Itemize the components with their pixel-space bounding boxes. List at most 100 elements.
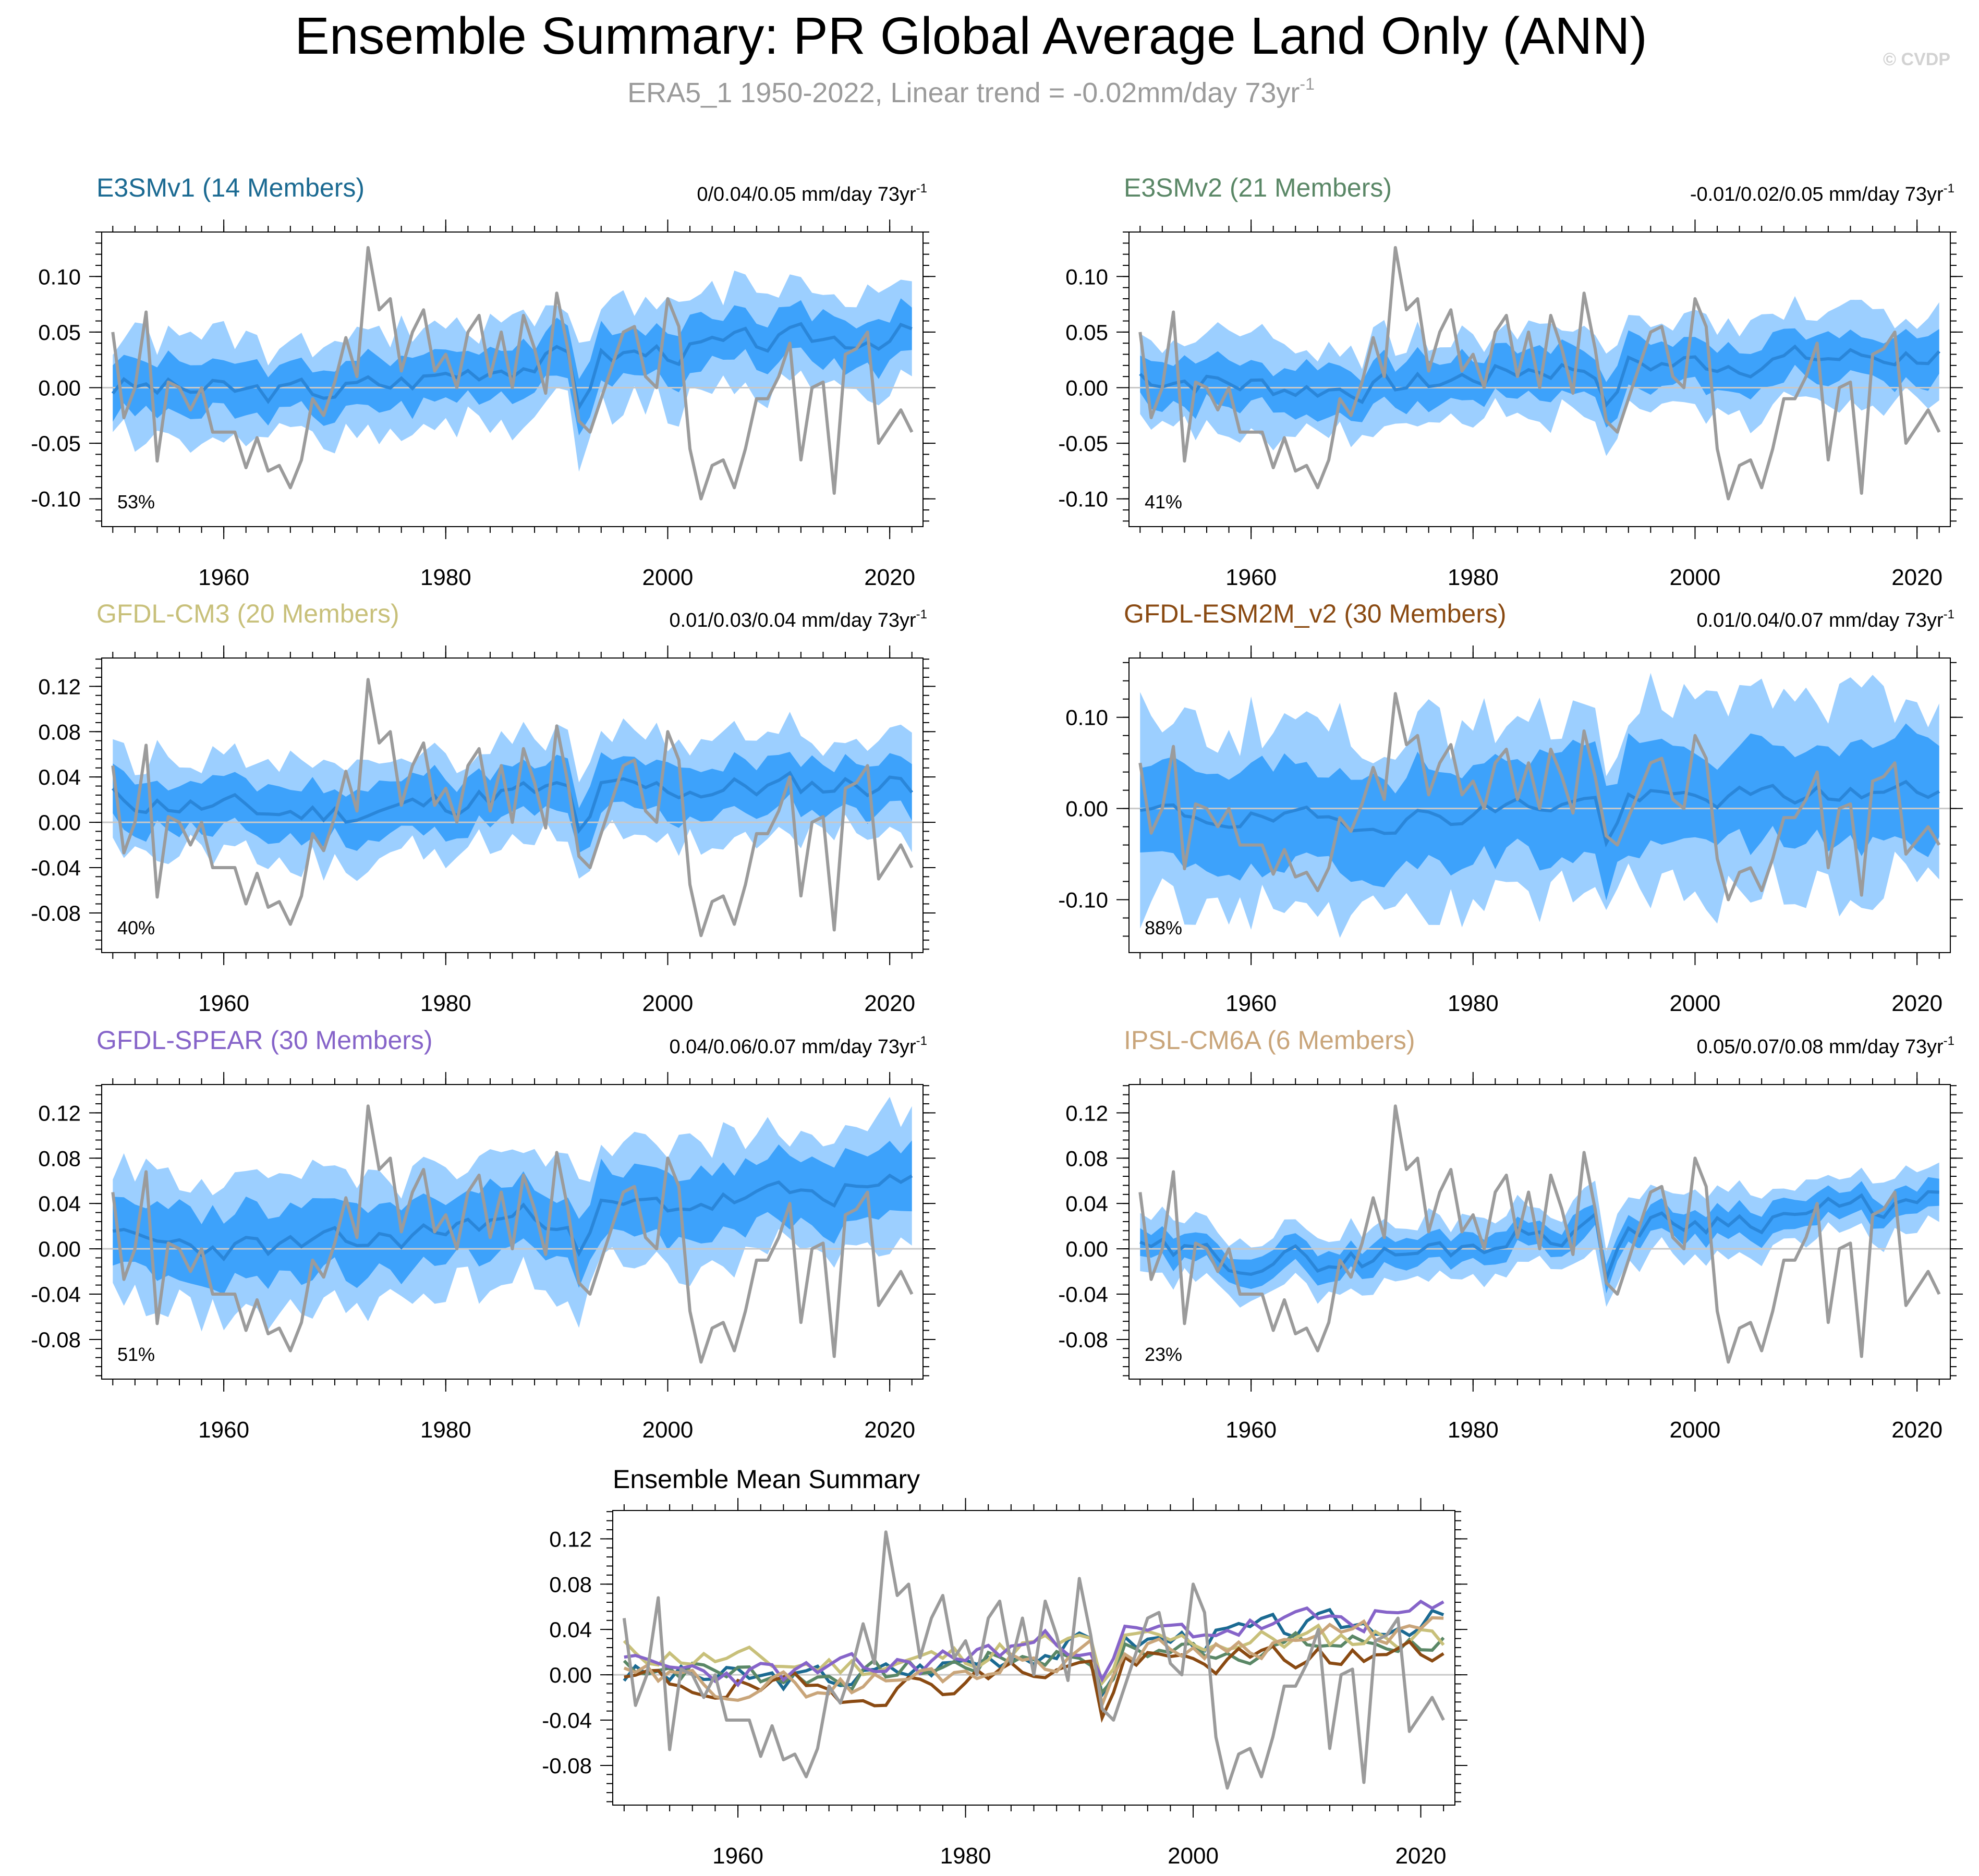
y-tick-label: -0.08 <box>31 901 81 925</box>
plot-area <box>102 246 923 501</box>
x-tick-label: 1980 <box>1448 991 1499 1016</box>
y-tick-label: 0.04 <box>1065 1191 1108 1216</box>
chart-panel-6: -0.08 -0.04 0.00 0.04 0.08 0.12 1960 1980 2000 20… <box>1058 1026 1963 1443</box>
trend-sup: -1 <box>916 181 927 196</box>
trend-sup: -1 <box>1944 181 1954 196</box>
x-tick-label: 2020 <box>864 991 915 1016</box>
series-line-1 <box>623 1607 1444 1699</box>
plot-area <box>102 1097 923 1364</box>
y-tick-label: 0.12 <box>1065 1101 1108 1125</box>
chart-panel-7: -0.08 -0.04 0.00 0.04 0.08 0.12 1960 1980 2000 20… <box>542 1465 1467 1869</box>
panel-title: GFDL-ESM2M_v2 (30 Members) <box>1124 599 1507 628</box>
inner-spread-band <box>113 751 912 853</box>
trend-sup: -1 <box>916 1034 927 1048</box>
x-tick-label: 2020 <box>1891 565 1942 590</box>
panel-title: GFDL-CM3 (20 Members) <box>96 599 399 628</box>
chart-panel-2: -0.10 -0.05 0.00 0.05 0.10 1960 1980 2000 2020 E3… <box>1058 173 1963 590</box>
y-tick-label: 0.10 <box>1065 705 1108 730</box>
trend-text: 0.05/0.07/0.08 mm/day 73yr <box>1696 1036 1944 1058</box>
trend-sup: -1 <box>1944 607 1954 622</box>
x-tick-label: 2020 <box>1891 1417 1942 1443</box>
x-tick-label: 2000 <box>1670 991 1721 1016</box>
y-tick-label: -0.08 <box>1058 1327 1108 1352</box>
ensemble-mean-line <box>1139 1190 1939 1285</box>
trend-label: 0.01/0.04/0.07 mm/day 73yr-1 <box>1696 607 1954 631</box>
x-tick-label: 1980 <box>420 1417 471 1443</box>
y-tick-label: 0.04 <box>38 1191 81 1216</box>
y-tick-label: 0.04 <box>38 765 81 789</box>
series-line-6 <box>623 1616 1444 1711</box>
y-tick-label: 0.00 <box>1065 1237 1108 1261</box>
series-line-5 <box>624 1599 1444 1688</box>
trend-label: 0/0.04/0.05 mm/day 73yr-1 <box>697 181 927 205</box>
trend-sup: -1 <box>916 607 927 622</box>
x-tick-label: 1960 <box>1225 565 1277 590</box>
percent-label: 40% <box>117 917 155 939</box>
trend-text: 0.01/0.03/0.04 mm/day 73yr <box>669 610 916 631</box>
y-tick-label: 0.00 <box>1065 375 1108 400</box>
x-tick-label: 1960 <box>198 1417 249 1443</box>
y-tick-label: 0.10 <box>38 264 81 289</box>
obs-line <box>1138 692 1941 902</box>
figure-title: Ensemble Summary: PR Global Average Land… <box>295 7 1647 65</box>
y-tick-label: -0.04 <box>31 856 81 880</box>
x-tick-label: 1980 <box>1448 565 1499 590</box>
y-tick-label: 0.00 <box>38 1237 81 1261</box>
y-tick-label: 0.12 <box>549 1527 592 1551</box>
y-tick-label: 0.12 <box>38 1101 81 1125</box>
trend-text: 0.01/0.04/0.07 mm/day 73yr <box>1696 610 1944 631</box>
percent-label: 51% <box>117 1344 155 1365</box>
x-tick-label: 2020 <box>864 565 915 590</box>
panel-title: GFDL-SPEAR (30 Members) <box>96 1026 433 1055</box>
ensemble-mean-line <box>112 1173 913 1262</box>
x-tick-label: 2000 <box>642 565 694 590</box>
trend-label: 0.04/0.06/0.07 mm/day 73yr-1 <box>669 1034 927 1058</box>
y-tick-label: 0.12 <box>38 674 81 699</box>
percent-label: 53% <box>117 491 155 513</box>
panel-title: E3SMv1 (14 Members) <box>96 173 365 202</box>
x-tick-label: 2000 <box>1670 565 1721 590</box>
y-tick-label: 0.00 <box>1065 797 1108 821</box>
subtitle-sup: -1 <box>1300 75 1314 93</box>
y-tick-label: 0.00 <box>38 810 81 835</box>
x-tick-label: 1960 <box>712 1843 763 1869</box>
obs-line <box>111 678 914 937</box>
x-tick-label: 1960 <box>198 991 249 1016</box>
obs-line <box>111 246 914 501</box>
x-tick-label: 1960 <box>1225 1417 1277 1443</box>
percent-label: 88% <box>1145 917 1182 939</box>
trend-text: 0/0.04/0.05 mm/day 73yr <box>697 184 916 205</box>
trend-text: 0.04/0.06/0.07 mm/day 73yr <box>669 1036 916 1058</box>
x-tick-label: 2000 <box>642 991 694 1016</box>
trend-label: 0.05/0.07/0.08 mm/day 73yr-1 <box>1696 1034 1954 1058</box>
x-tick-label: 2000 <box>1168 1843 1219 1869</box>
x-tick-label: 1980 <box>420 565 471 590</box>
y-tick-label: 0.05 <box>1065 320 1108 345</box>
ensemble-mean-line <box>111 322 913 412</box>
x-tick-label: 2020 <box>864 1417 915 1443</box>
y-tick-label: -0.04 <box>1058 1282 1108 1307</box>
chart-panel-3: -0.08 -0.04 0.00 0.04 0.08 0.12 1960 1980 2000 20… <box>31 599 936 1016</box>
obs-line <box>1138 246 1941 501</box>
y-tick-label: -0.04 <box>31 1282 81 1307</box>
y-tick-label: 0.08 <box>38 720 81 744</box>
x-tick-label: 1980 <box>1448 1417 1499 1443</box>
y-tick-label: -0.10 <box>1058 888 1108 912</box>
chart-panel-4: -0.10 0.00 0.10 1960 1980 2000 2020 GFDL-ESM2M_… <box>1058 599 1963 1016</box>
trend-label: 0.01/0.03/0.04 mm/day 73yr-1 <box>669 607 927 631</box>
plot-area <box>613 1530 1455 1790</box>
inner-spread-band <box>1140 723 1939 900</box>
panel-title: IPSL-CM6A (6 Members) <box>1124 1026 1415 1055</box>
watermark: © CVDP <box>1883 50 1950 69</box>
x-tick-label: 1980 <box>420 991 471 1016</box>
ensemble-mean-line <box>1139 344 1940 408</box>
x-tick-label: 2000 <box>1670 1417 1721 1443</box>
x-tick-label: 2000 <box>642 1417 694 1443</box>
y-tick-label: 0.04 <box>549 1617 592 1642</box>
y-tick-label: 0.08 <box>38 1146 81 1171</box>
y-tick-label: -0.04 <box>542 1708 592 1733</box>
obs-line <box>622 1530 1445 1790</box>
plot-area <box>1129 246 1950 501</box>
chart-panel-1: -0.10 -0.05 0.00 0.05 0.10 1960 1980 2000 2020 E3… <box>31 173 936 590</box>
